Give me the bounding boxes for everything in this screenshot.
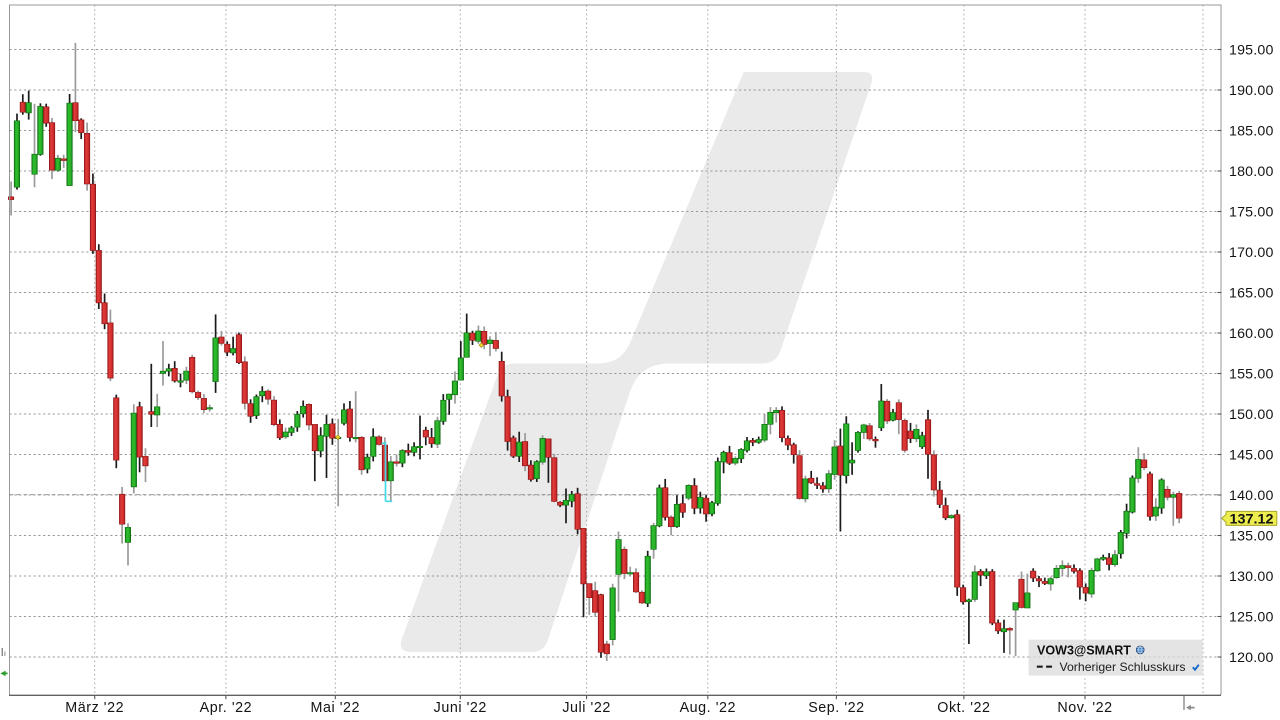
svg-text:145.00: 145.00 xyxy=(1229,447,1274,463)
svg-text:Apr. '22: Apr. '22 xyxy=(200,700,252,716)
svg-text:125.00: 125.00 xyxy=(1229,609,1274,625)
svg-text:180.00: 180.00 xyxy=(1229,164,1274,180)
svg-text:Aug. '22: Aug. '22 xyxy=(680,700,736,716)
svg-text:Sep. '22: Sep. '22 xyxy=(808,700,864,716)
svg-text:175.00: 175.00 xyxy=(1229,204,1274,220)
svg-text:Mai '22: Mai '22 xyxy=(311,700,361,716)
svg-text:März '22: März '22 xyxy=(65,700,124,716)
svg-text:150.00: 150.00 xyxy=(1229,407,1274,423)
svg-text:135.00: 135.00 xyxy=(1229,528,1274,544)
svg-text:140.00: 140.00 xyxy=(1229,488,1274,504)
svg-text:185.00: 185.00 xyxy=(1229,123,1274,139)
svg-text:195.00: 195.00 xyxy=(1229,42,1274,58)
svg-text:165.00: 165.00 xyxy=(1229,285,1274,301)
svg-text:170.00: 170.00 xyxy=(1229,245,1274,261)
svg-text:Okt. '22: Okt. '22 xyxy=(937,700,990,716)
svg-text:155.00: 155.00 xyxy=(1229,366,1274,382)
svg-text:160.00: 160.00 xyxy=(1229,326,1274,342)
svg-text:VOW3@SMART: VOW3@SMART xyxy=(1037,644,1131,658)
svg-text:190.00: 190.00 xyxy=(1229,83,1274,99)
svg-text:Nov. '22: Nov. '22 xyxy=(1057,700,1112,716)
svg-text:137.12: 137.12 xyxy=(1230,511,1274,527)
svg-text:Juni '22: Juni '22 xyxy=(434,700,487,716)
svg-text:130.00: 130.00 xyxy=(1229,569,1274,585)
svg-text:120.00: 120.00 xyxy=(1229,650,1274,666)
svg-text:Juli '22: Juli '22 xyxy=(562,700,610,716)
svg-text:Vorheriger Schlusskurs: Vorheriger Schlusskurs xyxy=(1060,660,1186,674)
